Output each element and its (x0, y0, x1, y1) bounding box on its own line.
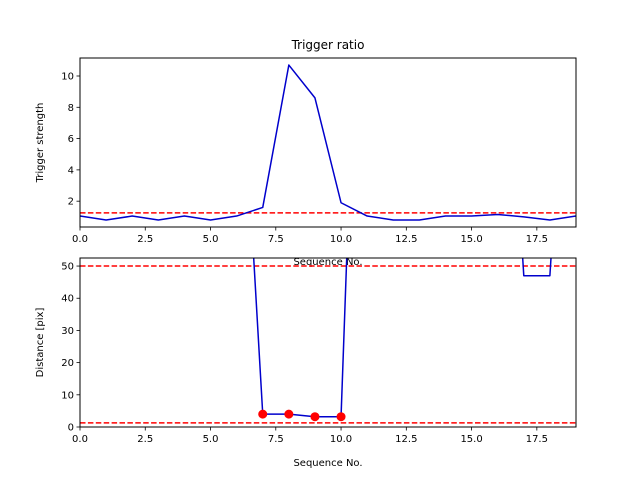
data-point-marker (336, 412, 346, 422)
y-axis-ticks: 0 10 20 30 40 50 (61, 262, 80, 434)
y-tick-label: 2 (68, 197, 74, 208)
series-lines (252, 258, 552, 418)
data-point-marker (310, 412, 320, 422)
y-axis-label: Trigger strength (35, 103, 46, 184)
data-point-marker (258, 409, 268, 419)
y-tick-label: 6 (68, 134, 74, 145)
x-tick-label: 15.0 (460, 434, 482, 445)
x-tick-label: 17.5 (526, 234, 548, 245)
data-point-marker (284, 409, 294, 419)
plot-frame (79, 57, 577, 228)
y-tick-label: 20 (61, 358, 74, 369)
y-tick-label: 10 (61, 390, 74, 401)
series-line (80, 64, 576, 221)
distance-panel: Distance [pix] Sequence No. 0.0 2.5 5.0 7.5… (35, 257, 577, 469)
x-tick-label: 17.5 (526, 434, 548, 445)
x-tick-label: 0.0 (72, 234, 88, 245)
x-tick-label: 12.5 (395, 234, 417, 245)
x-tick-label: 10.0 (330, 234, 352, 245)
x-tick-label: 10.0 (330, 434, 352, 445)
x-axis-ticks: 0.0 2.5 5.0 7.5 10.0 12.5 15.0 17.5 (72, 427, 548, 445)
chart-title: Trigger ratio (291, 38, 365, 52)
y-tick-label: 8 (68, 103, 74, 114)
y-tick-label: 40 (61, 294, 74, 305)
threshold-lines (80, 265, 576, 424)
x-tick-label: 15.0 (460, 234, 482, 245)
x-tick-label: 7.5 (268, 234, 284, 245)
x-tick-label: 2.5 (137, 434, 153, 445)
x-tick-label: 12.5 (395, 434, 417, 445)
y-axis-ticks: 2 4 6 8 10 (61, 71, 80, 208)
series-markers (258, 409, 346, 422)
trigger-ratio-panel: Trigger ratio Trigger strength Sequence … (35, 38, 577, 268)
x-tick-label: 0.0 (72, 434, 88, 445)
x-axis-label: Sequence No. (293, 257, 362, 268)
x-axis-ticks: 0.0 2.5 5.0 7.5 10.0 12.5 15.0 17.5 (72, 227, 548, 245)
y-tick-label: 10 (61, 71, 74, 82)
series-line (252, 258, 348, 418)
x-tick-label: 7.5 (268, 434, 284, 445)
x-tick-label: 2.5 (137, 234, 153, 245)
series-line (521, 258, 552, 277)
y-tick-label: 50 (61, 262, 74, 273)
y-tick-label: 30 (61, 326, 74, 337)
y-axis-label: Distance [pix] (35, 308, 46, 378)
y-tick-label: 0 (68, 423, 74, 434)
series-lines (80, 64, 576, 221)
plot-frame (79, 257, 577, 428)
x-tick-label: 5.0 (203, 434, 219, 445)
y-tick-label: 4 (68, 165, 74, 176)
x-tick-label: 5.0 (203, 234, 219, 245)
x-axis-label: Sequence No. (293, 458, 362, 469)
